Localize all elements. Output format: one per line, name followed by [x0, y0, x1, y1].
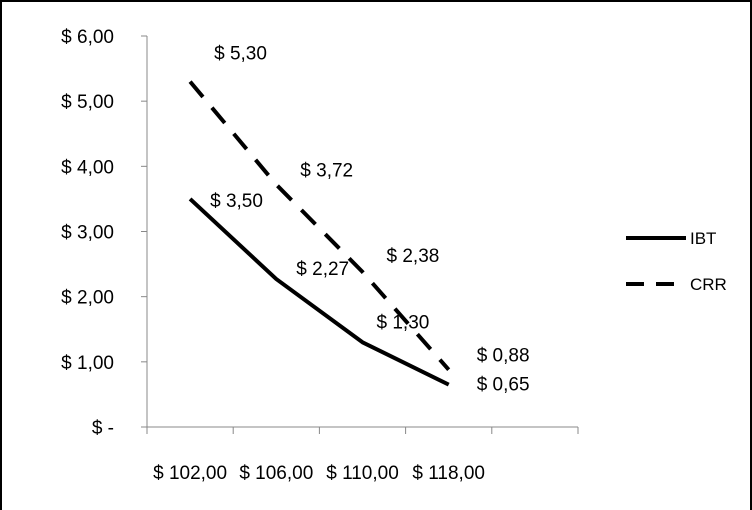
y-tick-label: $ 1,00 — [61, 353, 114, 374]
data-label-ibt: $ 1,30 — [377, 312, 430, 333]
y-tick-label: $ 6,00 — [61, 27, 114, 48]
data-label-crr: $ 5,30 — [214, 44, 267, 65]
legend-label-ibt: IBT — [690, 229, 716, 248]
data-label-ibt: $ 3,50 — [210, 191, 263, 212]
y-tick-label: $ 4,00 — [61, 157, 114, 178]
legend-label-crr: CRR — [690, 275, 727, 294]
series-layer — [188, 80, 451, 387]
y-tick-label: $ 5,00 — [61, 92, 114, 113]
data-label-crr: $ 3,72 — [300, 161, 353, 182]
axes: $ - $ 1,00 $ 2,00 $ 3,00 $ 4,00 $ 5,00 $ 6,00 $… — [61, 27, 579, 484]
x-tick-label: $ 106,00 — [239, 463, 313, 484]
series-line-crr — [188, 80, 451, 371]
data-label-ibt: $ 2,27 — [296, 259, 349, 280]
y-tick-label: $ 2,00 — [61, 288, 114, 309]
data-label-ibt: $ 0,65 — [477, 375, 530, 396]
legend: IBT CRR — [626, 229, 727, 294]
data-label-crr: $ 2,38 — [387, 246, 440, 267]
data-labels: $ 3,50 $ 2,27 $ 1,30 $ 0,65 $ 5,30 $ 3,72 $ 2,… — [210, 44, 529, 396]
x-tick-label: $ 102,00 — [153, 463, 227, 484]
data-label-crr: $ 0,88 — [477, 346, 530, 367]
series-line-ibt — [188, 197, 450, 387]
y-tick-label: $ - — [92, 418, 114, 439]
x-tick-label: $ 118,00 — [412, 463, 485, 484]
x-tick-label: $ 110,00 — [326, 463, 399, 484]
y-tick-label: $ 3,00 — [61, 223, 114, 244]
